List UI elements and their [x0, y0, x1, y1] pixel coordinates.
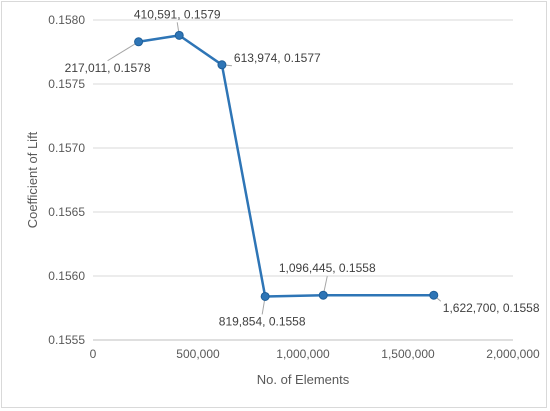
gridlines: [93, 19, 513, 341]
data-label: 613,974, 0.1577: [234, 51, 321, 65]
data-point: [318, 290, 328, 300]
y-axis-ticks: 0.1555 0.1560 0.1565 0.1570 0.1575 0.1580: [48, 13, 85, 347]
y-tick-label: 0.1560: [48, 269, 85, 283]
data-label: 1,622,700, 0.1558: [443, 301, 540, 315]
y-tick-label: 0.1580: [48, 13, 85, 27]
data-label: 1,096,445, 0.1558: [279, 261, 376, 275]
series-line: [138, 34, 434, 298]
data-point: [174, 30, 184, 40]
series-polyline: [138, 34, 434, 298]
x-tick-label: 1,000,000: [276, 347, 330, 361]
x-tick-label: 1,500,000: [381, 347, 435, 361]
data-point: [429, 290, 439, 300]
y-tick-label: 0.1575: [48, 77, 85, 91]
x-axis-title: No. of Elements: [257, 372, 350, 387]
x-tick-label: 0: [90, 347, 97, 361]
label-leader-line: [107, 41, 139, 62]
label-leader-lines: [107, 22, 442, 315]
data-label: 217,011, 0.1578: [65, 61, 151, 75]
data-label: 819,854, 0.1558: [219, 314, 306, 328]
data-label: 410,591, 0.1579: [134, 7, 221, 21]
x-tick-label: 2,000,000: [486, 347, 540, 361]
y-tick-label: 0.1555: [48, 333, 85, 347]
data-point: [217, 60, 227, 70]
data-labels: 217,011, 0.1578 410,591, 0.1579 613,974, 0…: [65, 7, 540, 328]
x-tick-label: 500,000: [176, 347, 220, 361]
y-tick-label: 0.1570: [48, 141, 85, 155]
data-point: [260, 291, 270, 301]
data-points: [134, 30, 439, 301]
data-point: [134, 37, 144, 47]
y-tick-label: 0.1565: [48, 205, 85, 219]
y-axis-title: Coefficient of Lift: [25, 131, 40, 228]
x-axis-ticks: 0 500,000 1,000,000 1,500,000 2,000,000: [90, 347, 540, 361]
